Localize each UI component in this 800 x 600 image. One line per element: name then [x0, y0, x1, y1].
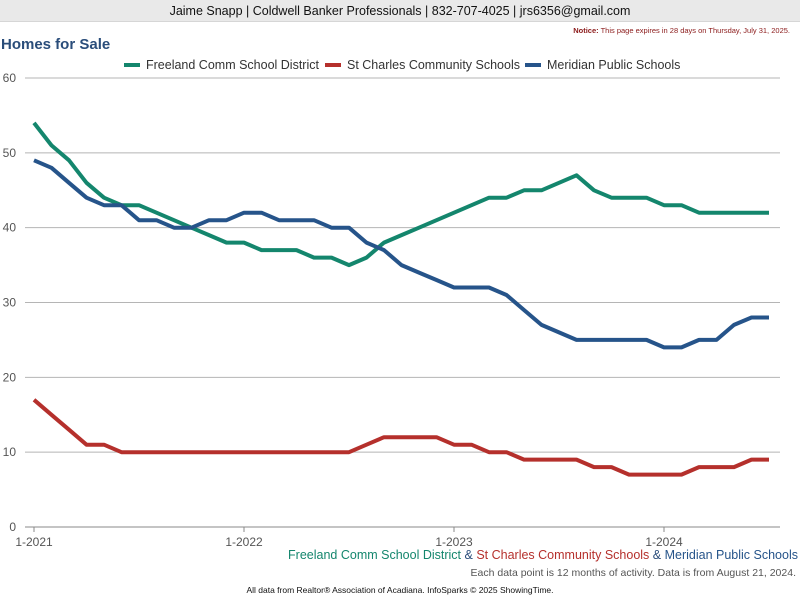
- expiry-notice: Notice: This page expires in 28 days on …: [573, 26, 790, 35]
- data-note: Each data point is 12 months of activity…: [470, 567, 797, 579]
- x-tick-label: 1-2024: [645, 535, 683, 549]
- legend-swatch-meridian: [525, 62, 541, 67]
- y-tick-label: 20: [3, 370, 17, 384]
- x-tick-label: 1-2021: [15, 535, 53, 549]
- y-tick-label: 40: [3, 221, 17, 235]
- notice-label: Notice:: [573, 26, 599, 35]
- caption-meridian: Meridian Public Schools: [664, 548, 798, 562]
- series-line-0: [32, 121, 769, 268]
- legend-item-stcharles[interactable]: St Charles Community Schools: [325, 57, 520, 73]
- chart-legend: Freeland Comm School District St Charles…: [0, 57, 800, 73]
- y-tick-label: 10: [3, 445, 17, 459]
- caption-ampersand-2: &: [649, 548, 665, 562]
- caption-ampersand-1: &: [461, 548, 477, 562]
- chart-title: Homes for Sale: [1, 36, 111, 53]
- data-credit: All data from Realtor® Association of Ac…: [246, 585, 554, 595]
- legend-label-stcharles: St Charles Community Schools: [347, 58, 520, 72]
- notice-text: This page expires in 28 days on Thursday…: [600, 26, 790, 35]
- series-line-1: [32, 398, 769, 477]
- legend-swatch-freeland: [124, 62, 140, 67]
- y-tick-label: 50: [3, 146, 17, 160]
- caption-stcharles: St Charles Community Schools: [476, 548, 650, 562]
- legend-label-freeland: Freeland Comm School District: [146, 58, 319, 72]
- y-tick-label: 0: [9, 520, 16, 534]
- legend-label-meridian: Meridian Public Schools: [547, 58, 681, 72]
- y-tick-label: 30: [3, 296, 17, 310]
- series-line-2: [33, 158, 769, 350]
- contact-text: Jaime Snapp | Coldwell Banker Profession…: [169, 4, 631, 18]
- y-tick-label: 60: [3, 71, 17, 85]
- legend-item-freeland[interactable]: Freeland Comm School District: [124, 57, 319, 73]
- legend-swatch-stcharles: [325, 62, 341, 67]
- legend-item-meridian[interactable]: Meridian Public Schools: [525, 57, 680, 73]
- caption-freeland: Freeland Comm School District: [288, 548, 462, 562]
- x-tick-label: 1-2023: [435, 535, 473, 549]
- series-caption: Freeland Comm School District & St Charl…: [288, 548, 798, 562]
- x-tick-label: 1-2022: [225, 535, 263, 549]
- contact-header: Jaime Snapp | Coldwell Banker Profession…: [0, 0, 800, 22]
